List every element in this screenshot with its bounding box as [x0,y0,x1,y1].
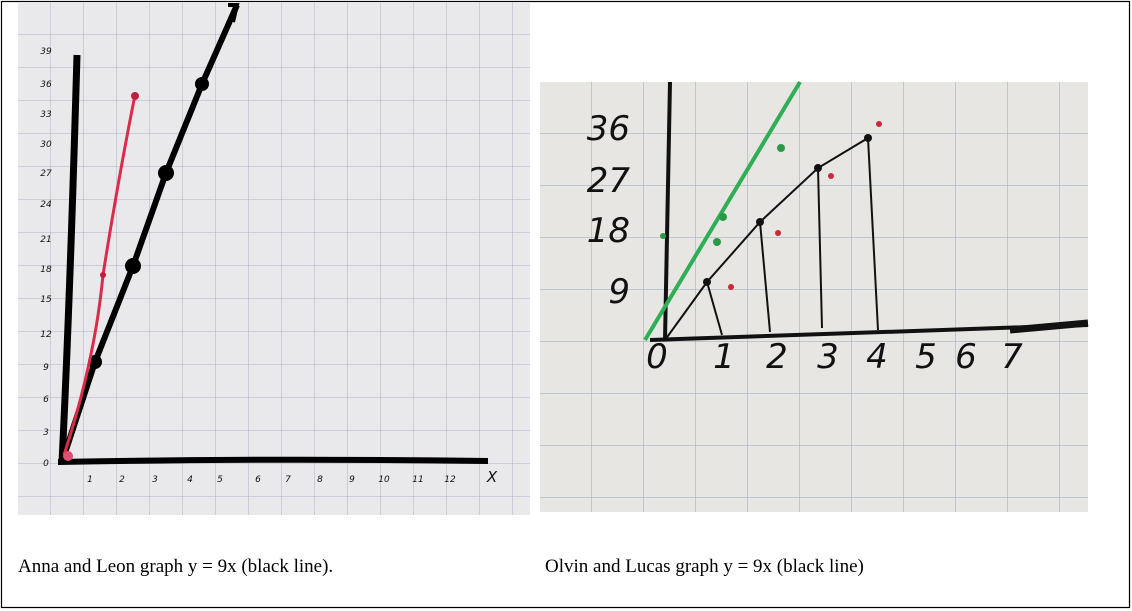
y-axis-label: 33 [40,110,52,120]
x-axis-label: 5 [915,337,937,377]
y-axis-label: 3 [43,428,49,438]
x-axis-label: 4 [187,475,193,485]
x-axis-label: 6 [955,337,977,377]
x-axis-label: 1 [87,475,93,485]
y-axis-label: 12 [40,330,52,340]
x-axis-label: X [486,468,498,486]
x-axis-label: 3 [152,475,158,485]
document: Anna and Leon graph y = 9x (black line).… [0,0,1132,611]
y-axis-label: 27 [40,169,52,179]
y-axis-label: 0 [43,459,49,469]
x-axis-label: 11 [412,475,423,485]
y-axis-label: 9 [608,272,630,312]
page: Anna and Leon graph y = 9x (black line).… [0,0,1132,611]
x-axis-label: 8 [317,475,323,485]
x-axis-label: 5 [217,475,223,485]
x-axis-label: 7 [1001,337,1023,377]
y-axis-label: 6 [43,395,49,405]
x-axis-label: 2 [766,337,788,377]
x-axis-label: 4 [866,337,888,377]
y-axis-label: 18 [587,211,630,251]
x-axis-label: 2 [119,475,125,485]
y-axis-label: 39 [40,47,52,57]
y-axis-label: 30 [40,140,52,150]
y-axis-label: 15 [40,295,52,305]
x-axis-label: 1 [713,337,735,377]
x-axis-label: 0 [646,337,668,377]
y-axis-label: 9 [43,363,49,373]
y-axis-label: 36 [587,109,630,149]
y-axis-label: 18 [40,265,52,275]
x-axis-label: 6 [255,475,261,485]
y-axis-label: 27 [587,161,631,201]
y-axis-label: 21 [40,235,51,245]
x-axis-label: 10 [378,475,390,485]
x-axis-label: 3 [817,337,839,377]
x-axis-label: 12 [444,475,456,485]
x-axis-label: 7 [285,475,291,485]
photo-left [18,2,530,515]
caption: Anna and Leon graph y = 9x (black line). [18,556,333,577]
y-axis-label: 24 [40,200,52,210]
y-axis-label: 36 [40,80,52,90]
caption: Olvin and Lucas graph y = 9x (black line… [545,556,864,577]
x-axis-label: 9 [349,475,355,485]
